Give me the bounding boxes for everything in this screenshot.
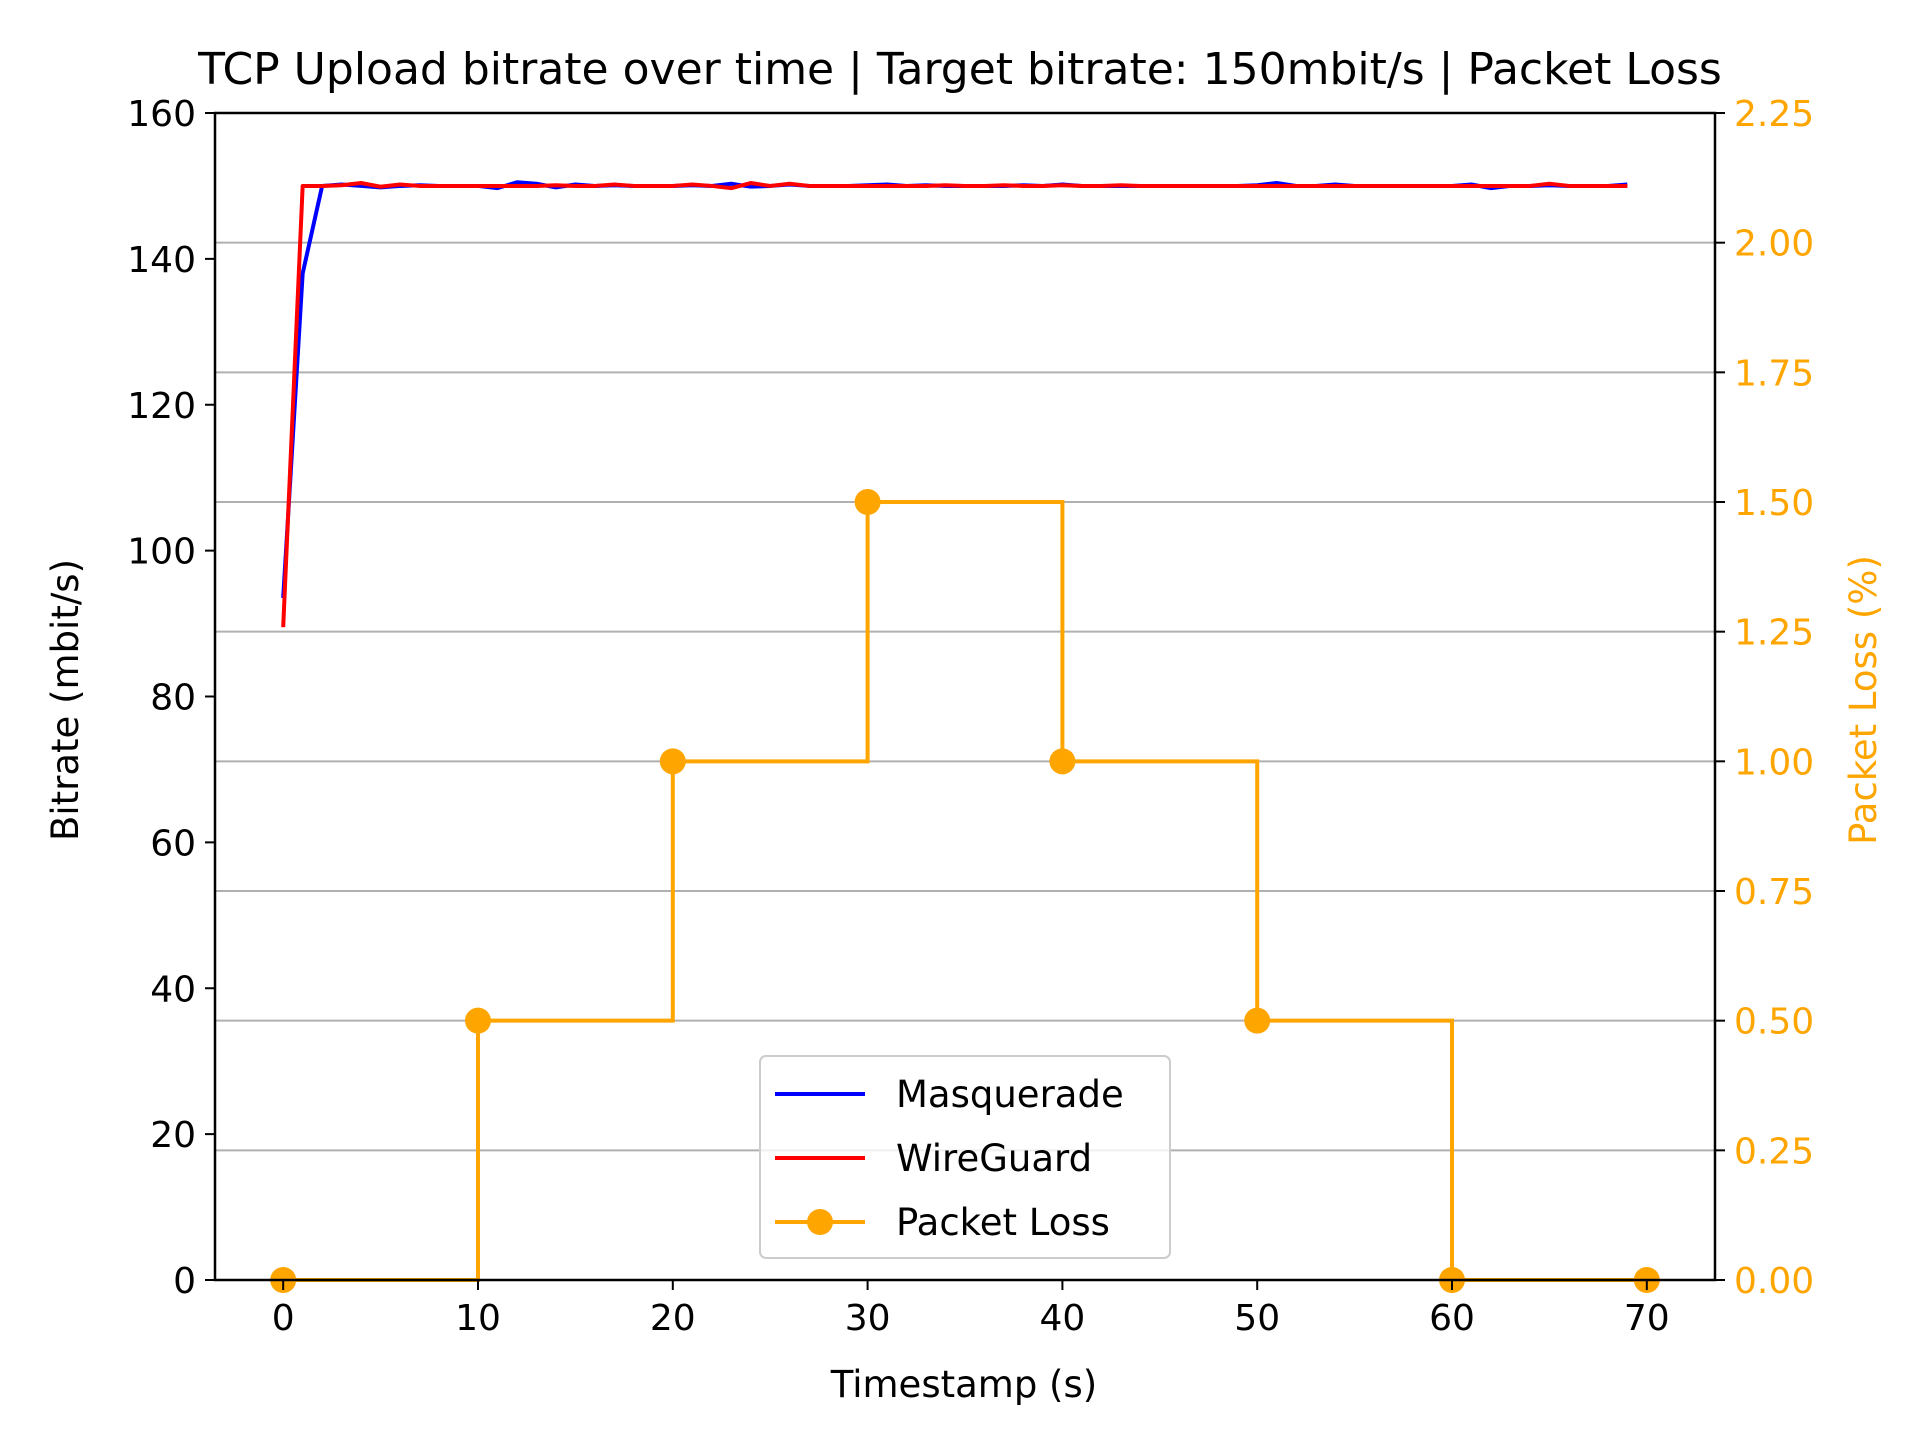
legend-packet-loss-label: Packet Loss [896, 1201, 1110, 1244]
packet-loss-point-5 [1244, 1007, 1271, 1034]
y-tick-label: 20 [150, 1115, 196, 1156]
plot-series [270, 180, 1660, 1293]
y2-tick-label: 0.50 [1734, 1002, 1814, 1043]
y-tick-label: 160 [127, 94, 196, 135]
x-tick-label: 20 [650, 1298, 696, 1339]
x-tick-label: 50 [1234, 1298, 1280, 1339]
packet-loss-point-2 [659, 748, 686, 775]
y-tick-label: 40 [150, 969, 196, 1010]
y2-tick-label: 0.00 [1734, 1261, 1814, 1302]
y-tick-label: 60 [150, 823, 196, 864]
x-tick-label: 40 [1039, 1298, 1085, 1339]
x-tick-label: 60 [1429, 1298, 1475, 1339]
y2-tick-label: 1.75 [1734, 353, 1814, 394]
y-tick-label: 80 [150, 678, 196, 719]
y2-tick-label: 2.00 [1734, 224, 1814, 265]
y-tick-label: 140 [127, 240, 196, 281]
y2-tick-label: 0.75 [1734, 872, 1814, 913]
legend-packet-loss-marker [807, 1209, 833, 1235]
legend-box [759, 1055, 1171, 1259]
y-axis-label: Bitrate (mbit/s) [44, 559, 87, 841]
y2-tick-label: 1.50 [1734, 483, 1814, 524]
x-tick-label: 70 [1624, 1298, 1670, 1339]
x-tick-label: 0 [272, 1298, 295, 1339]
y2-axis-label: Packet Loss (%) [1842, 555, 1885, 845]
y-tick-label: 120 [127, 386, 196, 427]
x-tick-label: 10 [455, 1298, 501, 1339]
series-wireguard-line [281, 181, 1628, 628]
x-axis-label: Timestamp (s) [830, 1363, 1097, 1406]
y-tick-label: 100 [127, 532, 196, 573]
axes: 0 10 20 30 40 50 60 70 0 20 40 60 80 100 120 140 160 0.00… [127, 94, 1814, 1339]
legend-masquerade-label: Masquerade [896, 1073, 1124, 1116]
chart-title: TCP Upload bitrate over time | Target bi… [197, 44, 1722, 95]
y2-tick-label: 1.25 [1734, 613, 1814, 654]
series-packet-loss-line [283, 500, 1647, 1282]
packet-loss-point-3 [854, 489, 881, 515]
legend-wireguard-label: WireGuard [896, 1137, 1092, 1180]
legend: Masquerade WireGuard Packet Loss [759, 1055, 1171, 1259]
y-tick-label: 0 [173, 1261, 196, 1302]
x-tick-label: 30 [845, 1298, 891, 1339]
y2-tick-label: 0.25 [1734, 1131, 1814, 1172]
packet-loss-point-1 [464, 1007, 491, 1034]
y2-tick-label: 2.25 [1734, 94, 1814, 135]
packet-loss-point-4 [1049, 748, 1076, 775]
y2-tick-label: 1.00 [1734, 742, 1814, 783]
